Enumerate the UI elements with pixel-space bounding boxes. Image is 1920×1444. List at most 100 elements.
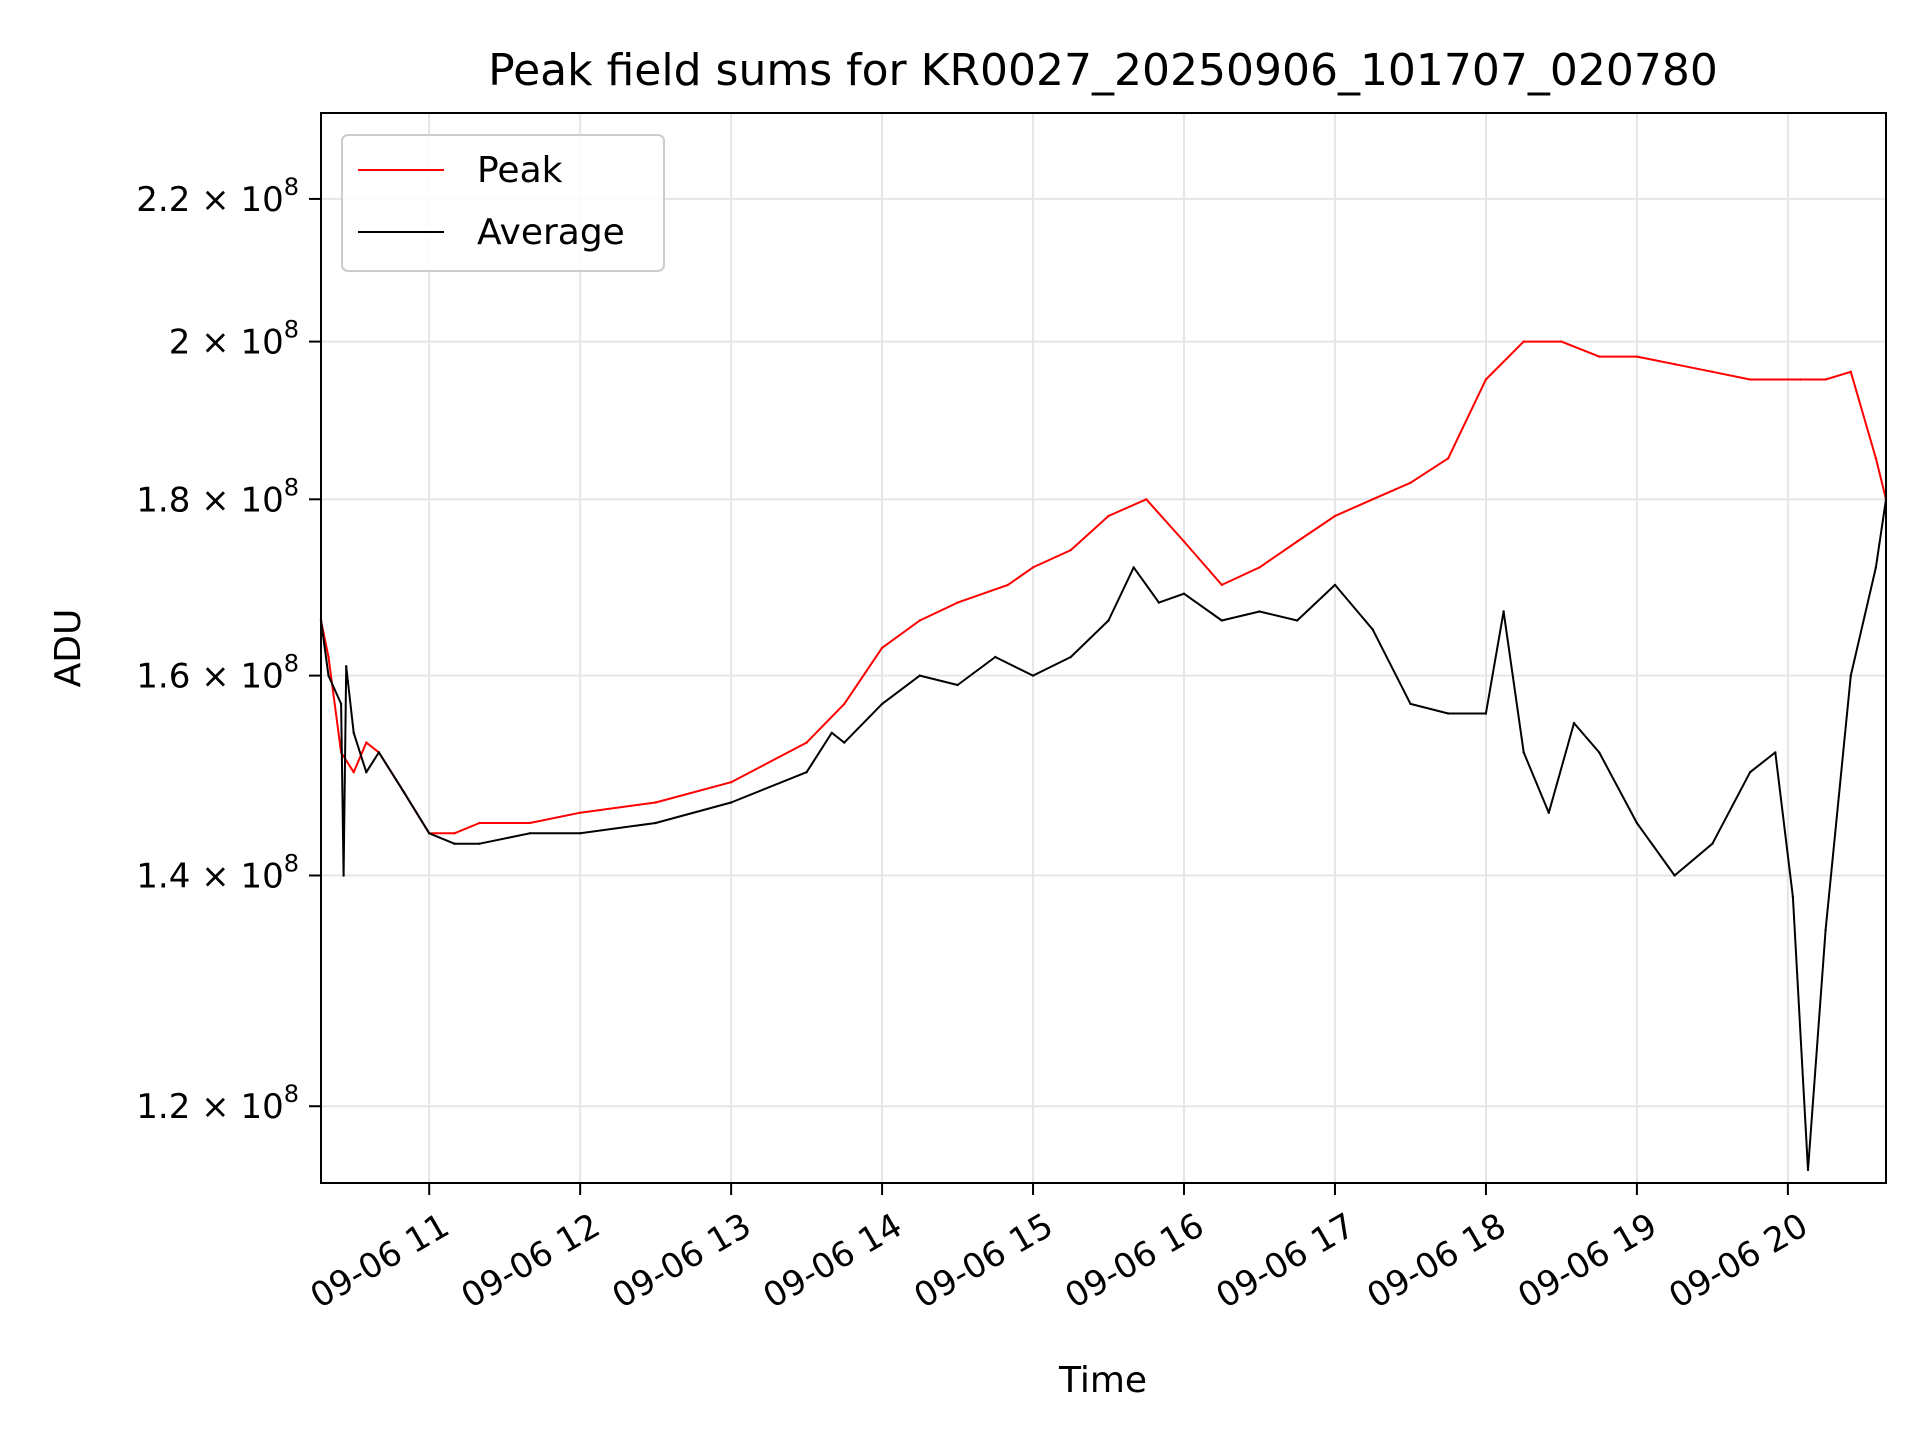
data-point-average [1333, 583, 1337, 587]
data-point-peak [478, 821, 481, 825]
data-point-peak [579, 811, 582, 814]
data-point-peak [1849, 370, 1853, 373]
data-point-peak [1786, 378, 1790, 381]
data-point-peak [956, 601, 959, 604]
series-line-peak [320, 340, 1887, 835]
data-point-peak [1031, 566, 1035, 569]
data-point-average [1748, 771, 1752, 774]
data-point-average [327, 674, 330, 677]
data-point-average [1673, 874, 1676, 877]
data-point-average [1296, 619, 1299, 622]
data-point-peak [1799, 378, 1802, 381]
data-point-average [1258, 610, 1261, 613]
data-point-average [1635, 821, 1639, 825]
data-point-peak [1748, 378, 1752, 381]
y-tick-label: 2.2 × 108 [136, 173, 299, 220]
data-point-peak [1447, 457, 1450, 460]
data-point-peak [528, 821, 531, 825]
data-point-peak [880, 646, 884, 649]
x-axis-label: Time [1058, 1360, 1147, 1401]
data-point-peak [1107, 514, 1110, 518]
data-point-average [1502, 610, 1505, 613]
y-axis-ticks: 1.2 × 108 1.4 × 108 1.6 × 108 1.8 × 108 2 × … [136, 173, 321, 1127]
data-point-peak [1874, 457, 1878, 460]
data-point-average [843, 741, 846, 744]
data-point-average [1157, 601, 1161, 604]
y-tick-label: 1.6 × 108 [136, 650, 299, 697]
data-point-average [579, 832, 582, 835]
data-point-average [1774, 751, 1777, 754]
data-point-average [918, 674, 921, 677]
data-point-peak [1673, 363, 1676, 366]
data-point-average [1182, 592, 1186, 595]
data-point-average [1791, 895, 1795, 899]
data-point-peak [1333, 514, 1337, 518]
data-point-average [1547, 811, 1551, 814]
data-point-average [1849, 674, 1853, 677]
data-point-peak [654, 801, 657, 804]
data-point-peak [1371, 498, 1374, 501]
data-point-peak [843, 702, 846, 706]
data-point-peak [1484, 378, 1488, 381]
data-point-peak [1409, 481, 1412, 484]
data-point-average [880, 702, 884, 706]
data-point-peak [453, 832, 456, 835]
data-point-average [830, 731, 833, 734]
data-point-peak [1635, 355, 1639, 358]
data-point-peak [729, 781, 733, 784]
data-point-average [342, 874, 345, 877]
series-layer [319, 340, 1888, 1172]
data-point-average [352, 731, 355, 734]
data-point-average [1874, 566, 1878, 569]
data-point-peak [1145, 498, 1148, 501]
data-point-average [1132, 566, 1135, 569]
data-point-peak [1711, 370, 1714, 373]
data-point-average [956, 683, 959, 687]
data-point-peak [805, 741, 808, 744]
data-point-average [1069, 655, 1073, 659]
data-point-average [1447, 712, 1450, 715]
data-point-average [994, 655, 997, 659]
plot-frame [320, 112, 1887, 1184]
data-point-peak [365, 741, 368, 744]
data-point-average [1806, 1168, 1810, 1172]
chart-title: Peak field sums for KR0027_20250906_1017… [488, 45, 1718, 96]
data-point-average [1031, 674, 1035, 677]
y-tick-label: 2 × 108 [169, 316, 299, 363]
data-point-peak [1220, 583, 1224, 587]
data-point-peak [918, 619, 921, 622]
legend-label-peak: Peak [477, 150, 563, 191]
y-axis-label: ADU [48, 609, 89, 688]
data-point-average [1371, 628, 1374, 631]
data-point-average [1409, 702, 1412, 706]
data-point-average [1220, 619, 1224, 622]
data-point-peak [1296, 540, 1299, 543]
data-point-average [1107, 619, 1110, 622]
data-point-average [1711, 842, 1714, 845]
y-tick-label: 1.8 × 108 [136, 473, 299, 520]
data-point-peak [1069, 548, 1073, 552]
data-point-peak [1560, 340, 1563, 343]
data-point-average [1572, 721, 1576, 725]
data-point-peak [1522, 340, 1525, 343]
data-point-average [453, 842, 456, 845]
data-point-peak [1824, 378, 1827, 381]
data-point-average [377, 751, 381, 754]
data-point-average [345, 665, 348, 668]
data-point-peak [352, 771, 355, 774]
data-point-average [478, 842, 481, 845]
data-point-average [805, 771, 808, 774]
data-point-average [654, 821, 657, 825]
data-point-average [365, 771, 368, 774]
data-point-peak [327, 655, 330, 659]
legend-label-average: Average [477, 212, 625, 253]
data-point-peak [1598, 355, 1601, 358]
data-point-average [1598, 751, 1601, 754]
data-point-average [1824, 928, 1827, 932]
data-point-peak [1258, 566, 1261, 569]
y-tick-label: 1.4 × 108 [136, 849, 299, 896]
data-point-average [402, 791, 406, 794]
data-point-average [428, 832, 431, 835]
